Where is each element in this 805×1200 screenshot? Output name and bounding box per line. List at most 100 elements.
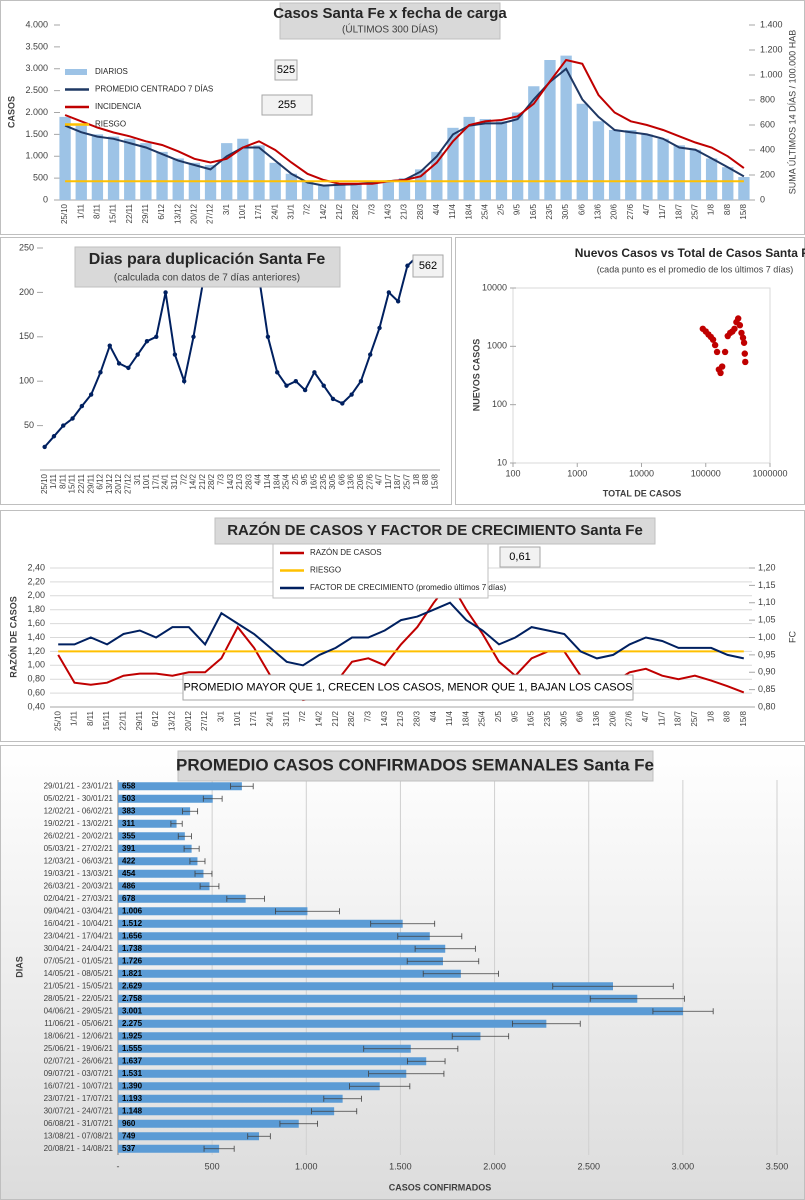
y-tick-label: 2,00	[27, 590, 45, 600]
error-bar	[589, 995, 685, 1002]
data-label: 537	[122, 1144, 136, 1153]
panel-border	[455, 237, 805, 505]
point	[377, 325, 382, 331]
point	[736, 322, 744, 329]
y-tick-label: 1,80	[27, 604, 45, 614]
chart-title: RAZÓN DE CASOS Y FACTOR DE CRECIMIENTO S…	[227, 521, 643, 539]
y-tick-label: 100	[19, 376, 34, 386]
bar	[673, 145, 685, 200]
x-tick-label: 6/6	[337, 473, 346, 485]
y-tick-label: 0,60	[27, 687, 45, 697]
y-tick-label: 11/06/21 - 05/06/21	[44, 1019, 113, 1028]
x-tick-label: 1/8	[706, 710, 715, 722]
error-bar	[203, 1145, 235, 1152]
error-bar	[363, 1045, 459, 1052]
bar	[625, 130, 637, 200]
y-tick-label: 23/04/21 - 17/04/21	[44, 931, 114, 940]
bar	[479, 119, 491, 200]
data-label: 1.006	[122, 906, 143, 915]
bar	[118, 1094, 343, 1103]
bar	[253, 145, 265, 200]
data-label: 678	[122, 894, 136, 903]
x-tick-label: 9/5	[513, 203, 522, 215]
x-tick-label: 11/7	[657, 710, 666, 726]
x-tick-label: 28/3	[244, 473, 253, 489]
chart-title: Nuevos Casos vs Total de Casos Santa Fe	[575, 246, 805, 260]
bar	[118, 1107, 335, 1116]
x-tick-label: 6/6	[577, 203, 586, 215]
point	[358, 379, 364, 384]
panel-border	[0, 237, 452, 505]
data-label: 2.629	[122, 981, 143, 990]
bar	[118, 882, 210, 891]
x-tick-label: 20/12	[189, 203, 198, 224]
x-tick-label: 8/8	[723, 710, 732, 722]
chart-subtitle: (calculada con datos de 7 días anteriore…	[114, 273, 300, 284]
point	[61, 423, 66, 428]
x-tick-label: 31/1	[170, 473, 179, 489]
point	[740, 339, 748, 346]
x-tick-label: 11/4	[263, 473, 272, 489]
data-label: 658	[122, 781, 136, 790]
x-tick-label: 2/5	[494, 710, 503, 722]
y2-axis-title: FC	[787, 631, 797, 643]
annotation-box	[182, 674, 634, 701]
chart-title: Casos Santa Fe x fecha de carga	[273, 5, 507, 22]
point	[738, 329, 745, 337]
y-tick-label: 20/08/21 - 14/08/21	[44, 1144, 114, 1153]
error-bar	[170, 820, 183, 827]
x-tick-label: 27/6	[365, 473, 374, 489]
data-label: 1.531	[122, 1069, 143, 1078]
x-tick-label: 29/11	[135, 710, 144, 730]
error-bar	[202, 795, 223, 802]
chart-title: Dias para duplicación Santa Fe	[89, 251, 326, 268]
x-tick-label: 23/5	[319, 473, 328, 489]
x-tick-label: 3/1	[217, 710, 226, 722]
point	[265, 334, 271, 339]
y-tick-label: 29/01/21 - 23/01/21	[44, 781, 114, 790]
x-tick-label: 25/10	[53, 710, 62, 731]
bar	[657, 138, 669, 200]
point	[181, 379, 187, 384]
bar	[118, 969, 461, 978]
error-bar	[422, 970, 499, 977]
error-bar	[311, 1108, 358, 1115]
data-label: 1.738	[122, 944, 143, 953]
x-tick-label: 25/4	[480, 203, 489, 219]
bar	[366, 181, 378, 200]
x-tick-label: 4/4	[254, 473, 263, 485]
x-tick-label: 25/4	[282, 473, 291, 489]
bar	[705, 158, 718, 200]
point	[395, 299, 401, 304]
data-label: 1.726	[122, 956, 143, 965]
x-tick-label: 7/2	[179, 473, 188, 485]
x-tick-label: 6/6	[576, 710, 585, 722]
annotation-box	[261, 94, 313, 116]
data-label: 1.390	[122, 1081, 143, 1090]
y2-tick-label: 0	[760, 194, 765, 204]
legend-label: RIESGO	[95, 120, 126, 129]
x-tick-label: 14/2	[319, 203, 328, 219]
y-tick-label: 0,80	[27, 674, 45, 684]
x-tick-label: 20/6	[608, 710, 617, 726]
y-axis-title: NUEVOS CASOS	[471, 339, 481, 412]
y-axis-title: CASOS	[6, 96, 16, 128]
bar	[118, 782, 242, 791]
x-tick-label: 11/4	[448, 203, 457, 219]
x-tick-label: 27/12	[123, 473, 132, 494]
y-tick-label: 3.500	[25, 41, 48, 51]
bar	[641, 134, 653, 200]
error-bar	[194, 870, 213, 877]
point	[718, 363, 726, 370]
error-bar	[370, 920, 436, 927]
y2-tick-label: 0,80	[758, 701, 776, 711]
y-tick-label: 28/05/21 - 22/05/21	[44, 994, 114, 1003]
legend-label: RAZÓN DE CASOS	[310, 548, 382, 557]
error-bar	[406, 958, 480, 965]
y-tick-label: 04/06/21 - 29/05/21	[44, 1006, 114, 1015]
x-tick-label: 28/2	[207, 473, 216, 489]
y-tick-label: 16/07/21 - 10/07/21	[44, 1081, 114, 1090]
x-tick-label: 16/5	[529, 203, 538, 219]
point	[42, 444, 47, 450]
error-bar	[247, 1133, 271, 1140]
